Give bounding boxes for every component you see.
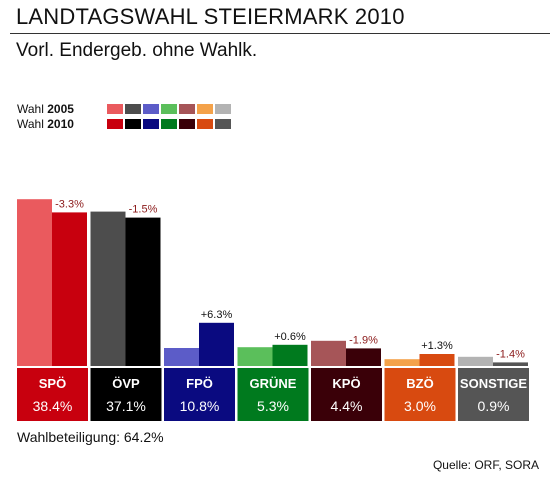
diff-label-sonstige: -1.4% [496,348,525,360]
party-value-fpö: 10.8% [180,398,220,414]
bar-2005-fpö [164,348,199,366]
party-box-fpö [164,368,235,421]
legend-swatch-fpö [143,103,159,114]
legend-label-2010: Wahl 2010 [17,116,74,131]
turnout-text: Wahlbeteiligung: 64.2% [17,429,164,445]
party-value-övp: 37.1% [106,398,146,414]
legend-swatch-spö [107,118,123,129]
party-value-bzö: 3.0% [404,398,436,414]
legend-swatch-kpö [179,103,195,114]
legend-swatch-spö [107,103,123,114]
party-name-fpö: FPÖ [186,376,213,391]
legend-swatch-grüne [161,118,177,129]
legend-swatches-2010 [107,118,233,129]
page-title: LANDTAGSWAHL STEIERMARK 2010 [16,4,405,29]
diff-label-bzö: +1.3% [421,340,453,352]
legend-swatches-2005 [107,103,233,114]
party-box-bzö [384,368,456,421]
party-box-kpö [311,368,382,421]
bar-2005-kpö [311,340,346,366]
bar-2010-övp [125,217,161,366]
bar-2010-kpö [346,348,381,366]
party-name-spö: SPÖ [39,376,66,391]
legend-label-2005: Wahl 2005 [17,101,74,116]
legend-swatch-sonstige [215,118,231,129]
party-value-spö: 38.4% [33,398,73,414]
diff-label-spö: -3.3% [55,198,84,210]
source-text: Quelle: ORF, SORA [432,458,539,472]
party-name-bzö: BZÖ [406,376,433,391]
legend-2005: Wahl 2005 [17,101,233,116]
bar-2010-sonstige [493,362,528,366]
legend-swatch-bzö [197,103,213,114]
legend-swatch-sonstige [215,103,231,114]
party-name-sonstige: SONSTIGE [460,376,528,391]
diff-label-grüne: +0.6% [274,331,306,343]
title-divider [10,33,550,34]
page-subtitle: Vorl. Endergeb. ohne Wahlk. [16,40,258,61]
legend-swatch-fpö [143,118,159,129]
party-name-grüne: GRÜNE [250,376,297,391]
bar-2010-bzö [419,354,455,366]
party-value-grüne: 5.3% [257,398,289,414]
bar-2010-spö [52,212,87,366]
party-value-sonstige: 0.9% [478,398,510,414]
diff-label-övp: -1.5% [129,204,158,216]
party-box-grüne [237,368,309,421]
legend-swatch-kpö [179,118,195,129]
bar-2010-fpö [199,322,234,366]
party-name-övp: ÖVP [112,376,140,391]
legend-swatch-övp [125,103,141,114]
election-bar-chart: -3.3% SPÖ 38.4% -1.5% ÖVP 37.1% +6.3% FPÖ 10.8% +… [17,198,529,421]
legend-swatch-grüne [161,103,177,114]
diff-label-kpö: -1.9% [349,334,378,346]
legend-swatch-övp [125,118,141,129]
party-box-övp [90,368,162,421]
legend-2010: Wahl 2010 [17,116,233,131]
party-name-kpö: KPÖ [332,376,360,391]
bar-2010-grüne [272,344,308,366]
bar-2005-övp [90,211,126,366]
legend-swatch-bzö [197,118,213,129]
diff-label-fpö: +6.3% [201,309,233,321]
bar-2005-sonstige [458,356,493,366]
bar-2005-bzö [384,359,420,366]
bar-2005-grüne [237,347,273,366]
bar-2005-spö [17,199,52,366]
party-box-spö [17,368,88,421]
party-value-kpö: 4.4% [331,398,363,414]
party-box-sonstige [458,368,529,421]
